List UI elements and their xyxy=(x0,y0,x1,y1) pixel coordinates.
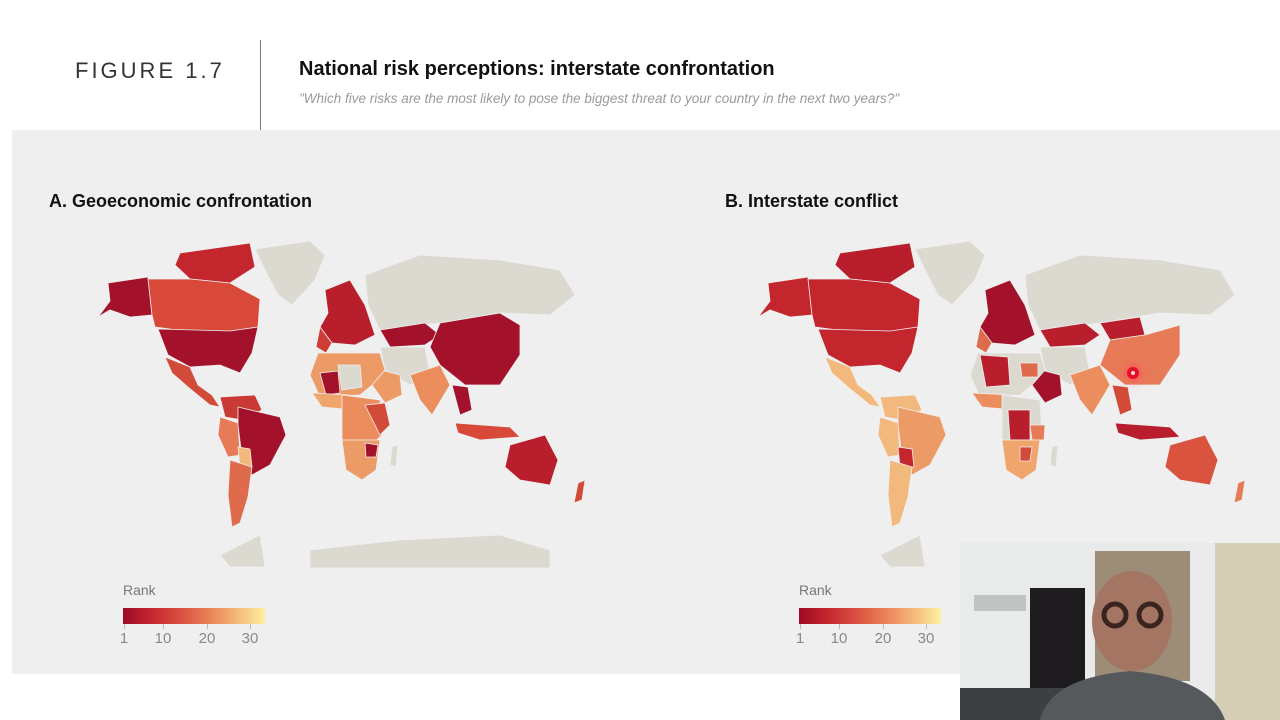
legend-b-tick xyxy=(839,624,840,629)
legend-a-tick xyxy=(163,624,164,629)
laser-pointer-icon xyxy=(1127,367,1139,379)
legend-b-tick-label: 10 xyxy=(830,630,848,647)
figure-subtitle: "Which five risks are the most likely to… xyxy=(299,91,900,106)
legend-a: Rank 1 10 20 30 xyxy=(119,582,273,652)
map-b-title: B. Interstate conflict xyxy=(725,191,899,211)
legend-a-tick xyxy=(124,624,125,629)
legend-a-tick-label: 20 xyxy=(198,630,216,647)
header-divider xyxy=(260,40,261,130)
webcam-video xyxy=(960,543,1280,720)
presenter-video-frame xyxy=(960,543,1280,720)
legend-a-tick xyxy=(207,624,208,629)
legend-a-tick-label: 30 xyxy=(241,630,259,647)
legend-b-tick-label: 30 xyxy=(917,630,935,647)
legend-a-tick-label: 1 xyxy=(119,630,129,647)
legend-a-tick xyxy=(250,624,251,629)
legend-a-tick-label: 10 xyxy=(154,630,172,647)
legend-b-tick xyxy=(883,624,884,629)
map-b-interstate-conflict xyxy=(757,240,1246,568)
figure-label: FIGURE 1.7 xyxy=(75,58,225,83)
map-a-geoeconomic-confrontation xyxy=(97,240,586,569)
legend-b-label: Rank xyxy=(799,582,832,598)
figure-title: National risk perceptions: interstate co… xyxy=(299,58,775,80)
legend-b-tick-label: 1 xyxy=(795,630,805,647)
legend-b-tick-label: 20 xyxy=(874,630,892,647)
legend-b: Rank 1 10 20 30 xyxy=(795,582,949,652)
legend-b-tick xyxy=(800,624,801,629)
map-a-title: A. Geoeconomic confrontation xyxy=(49,191,313,211)
legend-a-color-bar xyxy=(123,608,265,624)
legend-b-tick xyxy=(926,624,927,629)
legend-a-label: Rank xyxy=(123,582,156,598)
legend-b-color-bar xyxy=(799,608,941,624)
